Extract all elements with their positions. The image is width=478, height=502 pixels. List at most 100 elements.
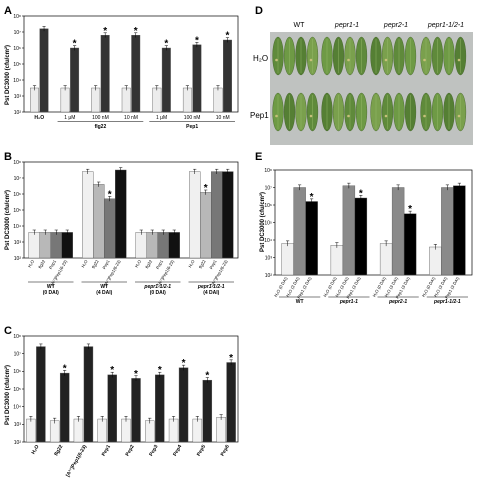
chart-e-y-tick-label: 10⁸ xyxy=(264,168,272,174)
chart-a-y-tick-label: 10⁵ xyxy=(13,62,21,68)
chart-e-bar-2-bar xyxy=(453,185,466,276)
chart-a-group-label: flg22 xyxy=(95,124,107,130)
chart-b-bar-1-bar xyxy=(146,232,158,259)
chart-c-y-tick-label: 10² xyxy=(14,440,22,446)
chart-c-light-bar xyxy=(26,418,36,443)
chart-b-x-label: Pep1 xyxy=(208,258,218,270)
chart-c-light-bar xyxy=(121,418,131,443)
leaf-lesion xyxy=(457,58,461,62)
chart-c-x-label: Pep5 xyxy=(196,444,207,458)
leaf-lesion xyxy=(309,58,313,62)
panel-letter-a: A xyxy=(4,5,12,17)
chart-b-group-sublabel: (4 DAI) xyxy=(203,290,219,296)
chart-e-y-tick-label: 10⁶ xyxy=(264,203,272,209)
chart-c-significance-star: * xyxy=(205,371,209,382)
chart-b-x-label: Pep1 xyxy=(101,258,111,270)
chart-a-significance-star: * xyxy=(195,35,199,46)
chart-b-y-tick-label: 10⁸ xyxy=(13,160,21,166)
chart-e-bar-0-bar xyxy=(281,243,294,276)
chart-a-y-tick-label: 10⁷ xyxy=(14,30,22,36)
chart-a-light-bar xyxy=(121,87,131,113)
chart-e-bar-1-bar xyxy=(293,187,306,276)
chart-a-dark-bar xyxy=(192,44,202,113)
chart-b-bar-0-bar xyxy=(189,171,201,259)
chart-a-light-bar xyxy=(213,87,223,113)
photo-col-pepr1: pepr1-1 xyxy=(334,22,359,29)
chart-b-bar-2-bar xyxy=(104,198,116,259)
chart-a-dark-bar xyxy=(100,35,110,113)
chart-a-light-bar xyxy=(30,87,39,113)
chart-b-bar-3-bar xyxy=(168,232,180,259)
chart-c-x-label: Pep4 xyxy=(172,444,183,458)
chart-a-x-label: 10 nM xyxy=(124,115,138,121)
chart-e-bar-2-bar xyxy=(354,197,368,276)
leaf-lesion xyxy=(347,58,350,62)
chart-c-significance-star: * xyxy=(110,365,114,376)
chart-b-bar-3-bar xyxy=(115,169,127,259)
chart-b-bar-2-bar xyxy=(50,232,62,259)
y-axis-title-c: Pst DC3000 (cfu/cm²) xyxy=(4,365,11,425)
chart-e-bar-1-bar xyxy=(342,185,356,276)
chart-c-dark-bar xyxy=(59,372,70,443)
chart-e-y-tick-label: 10³ xyxy=(265,255,273,261)
chart-c-x-label: Pep2 xyxy=(125,444,136,458)
chart-b-group-sublabel: (0 DAI) xyxy=(43,290,59,296)
chart-e-bar-2-bar xyxy=(305,201,318,276)
chart-a-significance-star: * xyxy=(73,39,77,50)
chart-a-dark-bar xyxy=(223,39,232,113)
panel-letter-d: D xyxy=(255,5,263,17)
chart-a-significance-star: * xyxy=(103,26,107,37)
chart-b-x-label: flg22 xyxy=(91,258,100,269)
chart-b-x-label: H₂O xyxy=(27,258,36,268)
chart-b-y-tick-label: 10³ xyxy=(14,240,22,246)
chart-c-light-bar xyxy=(168,418,179,443)
panel-letter-c: C xyxy=(4,325,12,337)
chart-c-x-label: Pep1 xyxy=(101,444,112,458)
chart-b-group-sublabel: (4 DAI) xyxy=(96,290,112,296)
chart-b-bar-0-bar xyxy=(135,232,147,259)
chart-a-light-bar xyxy=(60,87,70,113)
y-axis-title-b: Pst DC3000 (cfu/cm²) xyxy=(4,190,11,250)
chart-c-dark-bar xyxy=(178,367,189,443)
chart-b-group-label: pepr1-1/2-1 xyxy=(197,284,225,290)
chart-a-x-label: 100 nM xyxy=(184,115,201,121)
chart-c-x-label: flg22 xyxy=(53,444,64,457)
chart-c-dark-bar xyxy=(131,378,141,443)
chart-b-x-label: flg22 xyxy=(144,258,153,269)
chart-b-y-tick-label: 10⁷ xyxy=(14,176,22,182)
chart-e-group-label: pepr2-1 xyxy=(388,299,407,305)
chart-a-y-tick-label: 10⁶ xyxy=(13,46,21,52)
chart-c-y-tick-label: 10⁴ xyxy=(13,404,21,410)
chart-e-y-tick-label: 10² xyxy=(265,273,273,279)
photo-col-pepr2: pepr2-1 xyxy=(383,22,408,29)
chart-c-significance-star: * xyxy=(158,365,162,376)
chart-e-significance-star: * xyxy=(408,204,412,215)
chart-a-x-label: 1 μM xyxy=(64,115,75,121)
chart-b-x-label: flg22 xyxy=(198,258,207,269)
chart-e-bar-0-bar xyxy=(330,245,344,276)
chart-c-dark-bar xyxy=(155,374,165,443)
panel-letter-b: B xyxy=(4,151,12,163)
chart-c-dark-bar xyxy=(83,346,94,443)
photo-row-h2o: H₂O xyxy=(253,54,268,63)
y-axis-title-e: Pst DC3000 (cfu/cm²) xyxy=(259,192,266,252)
chart-c-y-tick-label: 10³ xyxy=(14,422,22,428)
y-axis-title-a: Pst DC3000 (cfu/cm²) xyxy=(4,45,11,105)
chart-e-bar-2-bar xyxy=(403,213,417,276)
photo-col-double: pepr1-1/2-1 xyxy=(427,22,464,29)
chart-b-x-label: H₂O xyxy=(134,258,143,268)
chart-c-dark-bar xyxy=(36,346,46,443)
chart-c-y-tick-label: 10⁵ xyxy=(13,387,21,393)
chart-b-x-label: H₂O xyxy=(187,258,196,268)
leaf-lesion xyxy=(275,58,278,62)
leaf-lesion xyxy=(275,114,278,118)
chart-b-bar-3-bar xyxy=(222,171,234,259)
chart-e-y-tick-label: 10⁵ xyxy=(264,220,272,226)
photo-row-pep1: Pep1 xyxy=(250,111,269,120)
chart-c-y-tick-label: 10⁸ xyxy=(13,334,21,340)
chart-c-x-label: [A¹⁷]Pep1(6-23) xyxy=(65,444,88,478)
chart-e-significance-star: * xyxy=(359,188,363,199)
chart-a-light-bar xyxy=(91,87,101,113)
chart-b-x-label: Pep1 xyxy=(155,258,165,270)
chart-e-bar-1-bar xyxy=(441,187,454,276)
